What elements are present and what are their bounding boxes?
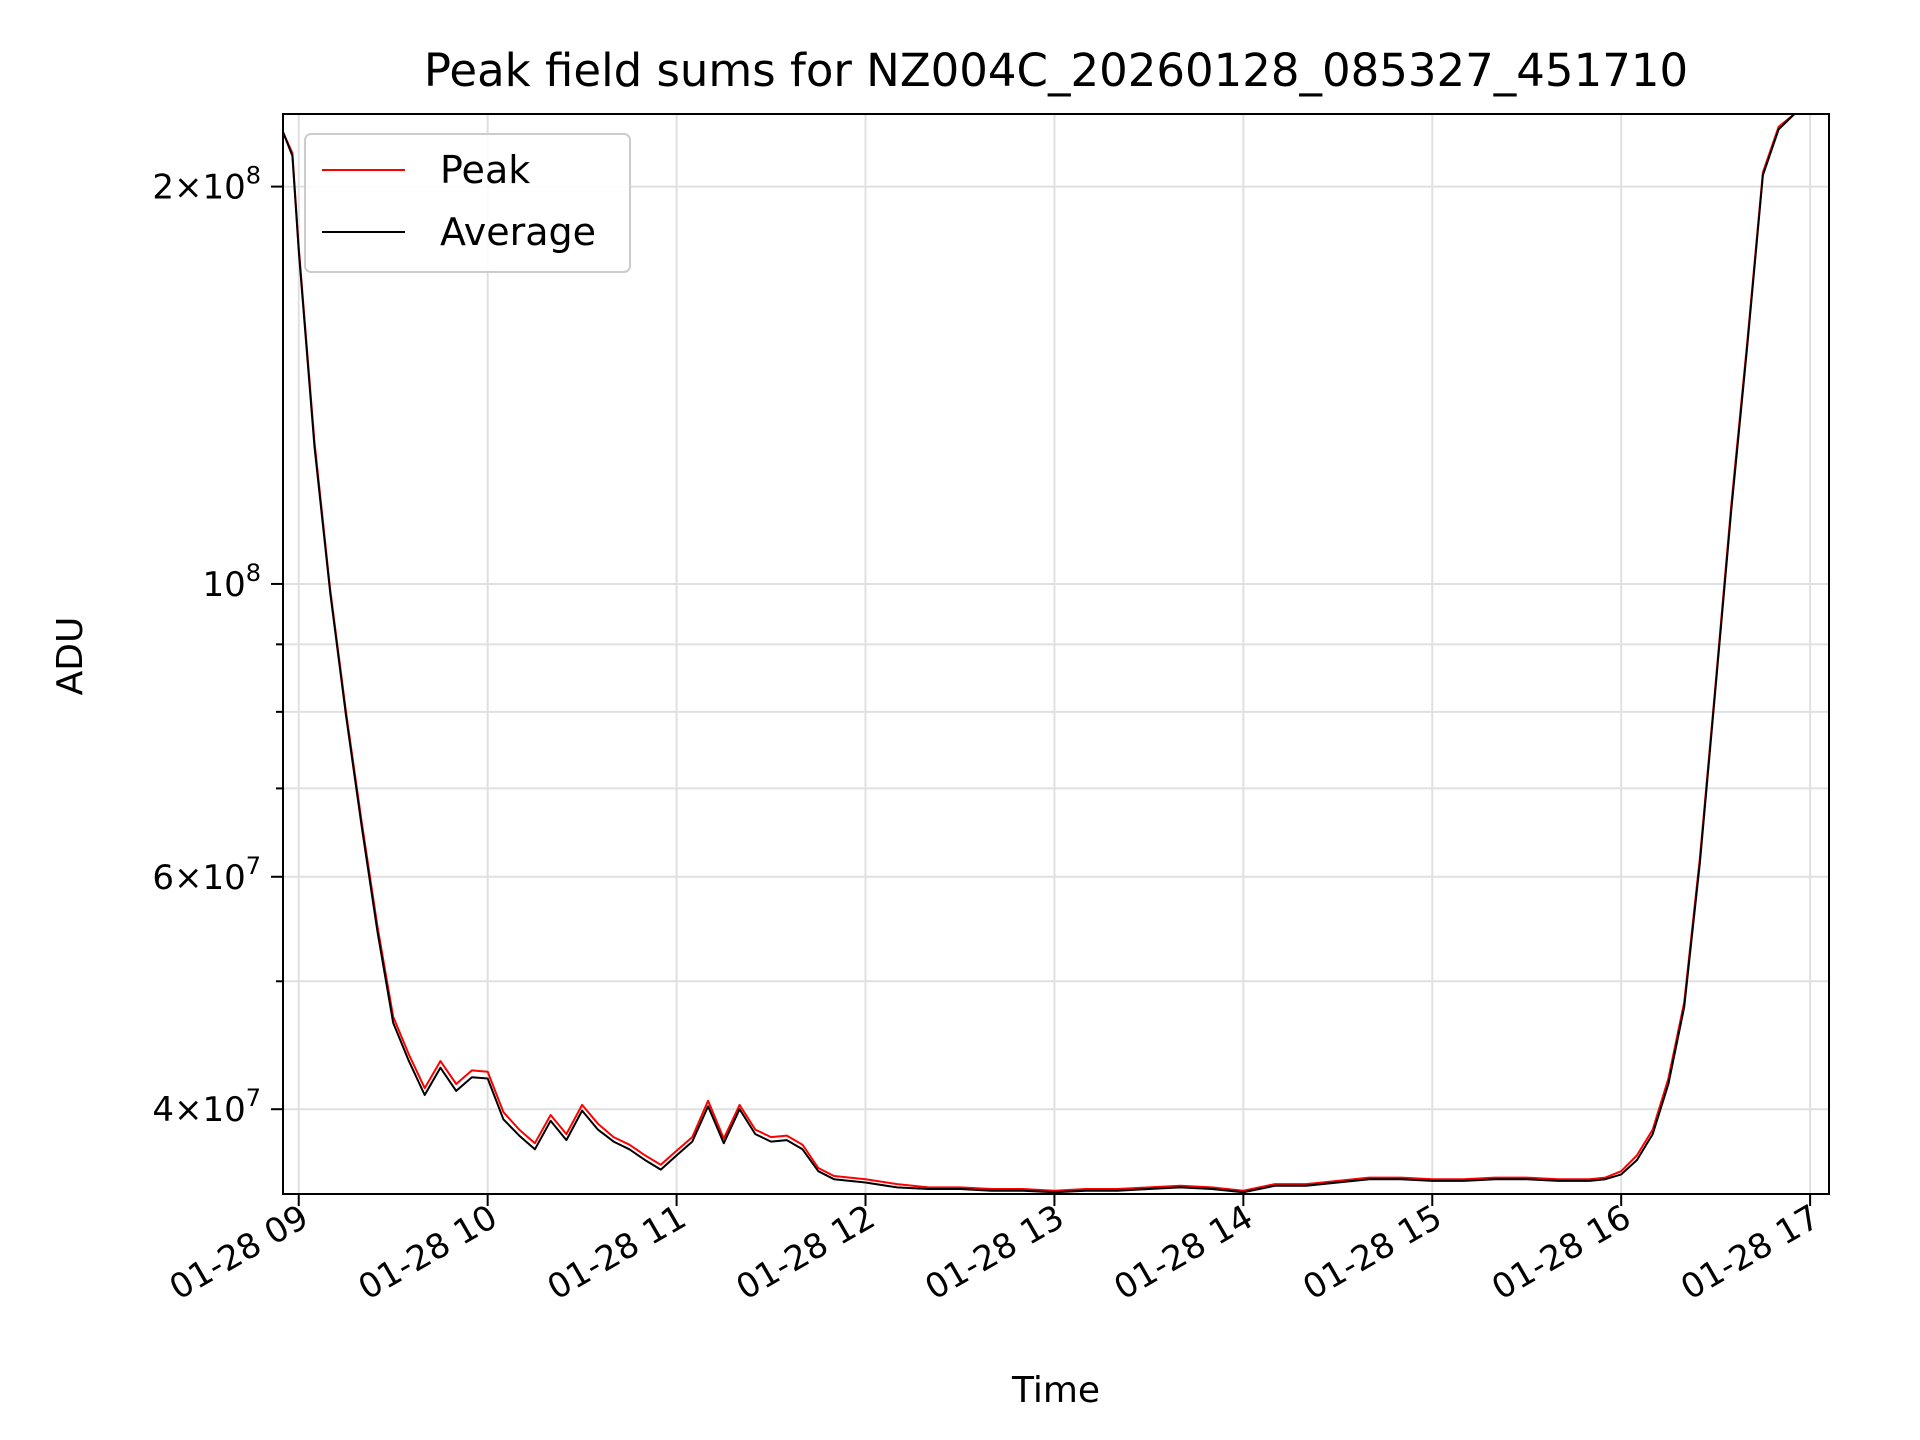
chart-title: Peak field sums for NZ004C_20260128_0853… — [424, 44, 1688, 97]
plot-area-frame — [282, 113, 1830, 1195]
y-tick-label: 4×107 — [152, 1084, 261, 1130]
series-line-peak — [283, 114, 1811, 1192]
legend-label: Average — [440, 210, 596, 254]
legend: Peak Average — [304, 133, 631, 273]
y-tick-label: 2×108 — [152, 162, 261, 208]
legend-label: Peak — [440, 148, 530, 192]
series-layer — [283, 114, 1811, 1194]
legend-box — [304, 133, 631, 273]
y-axis-label: ADU — [50, 617, 91, 696]
grid — [283, 114, 1829, 1194]
y-axis: 4×107 6×107 108 2×108 — [152, 162, 283, 1130]
series-line-average — [283, 114, 1811, 1194]
x-axis-label: Time — [1011, 1370, 1100, 1411]
y-tick-label: 108 — [202, 559, 261, 605]
y-tick-label: 6×107 — [152, 852, 261, 898]
